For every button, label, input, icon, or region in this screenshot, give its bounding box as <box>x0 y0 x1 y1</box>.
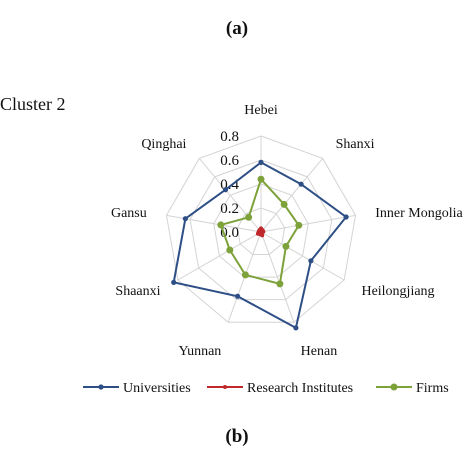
data-point <box>293 325 299 331</box>
tick-label: 0.2 <box>220 201 239 217</box>
grid-spoke <box>260 231 345 281</box>
grid-ring <box>213 183 309 278</box>
grid-spoke <box>177 231 262 281</box>
data-point <box>276 280 284 288</box>
data-point <box>295 221 303 229</box>
data-point <box>226 246 234 254</box>
category-label: Inner Mongolia <box>375 206 463 221</box>
data-point <box>245 213 253 221</box>
legend: Universities Research Institutes Firms <box>83 381 449 396</box>
category-label: Yunnan <box>179 344 222 359</box>
panel-label-a: (a) <box>226 18 248 39</box>
data-point <box>258 159 264 165</box>
data-point <box>257 175 265 183</box>
data-point <box>343 214 349 220</box>
tick-label: 0.6 <box>220 153 239 169</box>
category-label: Shaanxi <box>115 284 160 299</box>
data-point <box>235 293 241 299</box>
grid-ring <box>165 135 357 323</box>
data-point <box>171 279 177 285</box>
data-point <box>241 271 249 279</box>
series-line <box>172 161 348 330</box>
data-point <box>308 258 314 264</box>
legend-label-universities: Universities <box>123 381 191 396</box>
category-label: Gansu <box>111 206 147 221</box>
category-label: Qinghai <box>141 137 186 152</box>
legend-item-universities: Universities <box>83 381 191 396</box>
legend-label-firms: Firms <box>416 381 449 396</box>
data-point <box>217 221 225 229</box>
tick-label: 0.8 <box>220 129 239 145</box>
series-layer <box>171 159 349 331</box>
category-label: Hebei <box>244 103 278 118</box>
grid-ring <box>236 207 286 256</box>
series-line <box>219 177 301 286</box>
data-point <box>182 216 188 222</box>
legend-item-firms: Firms <box>376 381 449 396</box>
category-label: Shanxi <box>336 137 375 152</box>
data-point <box>282 242 290 250</box>
category-label: Heilongjiang <box>361 284 434 299</box>
series-firms <box>217 175 303 288</box>
grid-spoke <box>166 214 262 233</box>
category-labels: Hebei Shanxi Inner Mongolia Heilongjiang Hen… <box>111 103 464 359</box>
series-universities <box>171 159 349 331</box>
data-point <box>298 181 304 187</box>
data-point <box>257 228 262 233</box>
grid-spoke <box>260 214 356 233</box>
data-point <box>222 187 229 193</box>
cluster-title: Cluster 2 <box>0 94 66 114</box>
panel-label-b: (b) <box>225 426 248 447</box>
legend-item-research-institutes: Research Institutes <box>207 381 353 396</box>
series-research-institutes <box>255 226 266 238</box>
legend-label-research-institutes: Research Institutes <box>247 381 353 396</box>
grid-spoke <box>260 158 324 233</box>
grid-spoke <box>260 231 295 323</box>
data-point <box>280 200 288 208</box>
category-label: Henan <box>301 344 338 359</box>
